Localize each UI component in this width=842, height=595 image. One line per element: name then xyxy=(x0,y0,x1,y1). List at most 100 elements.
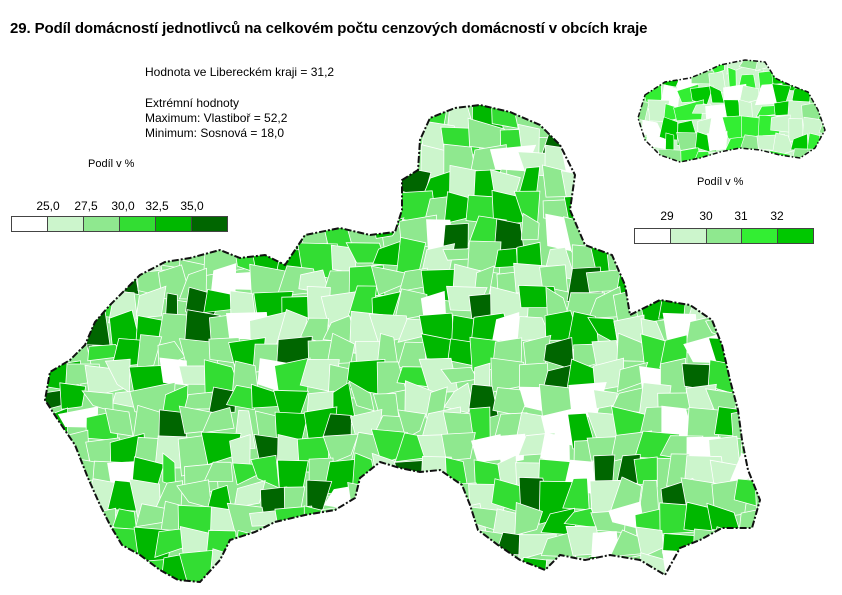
legend-swatch xyxy=(635,229,671,243)
municipality-area xyxy=(560,555,596,582)
municipality-area xyxy=(159,357,188,386)
municipality-area xyxy=(110,120,140,148)
municipality-area xyxy=(738,148,760,162)
municipality-area xyxy=(296,573,330,582)
municipality-area xyxy=(759,193,760,227)
extremes-heading: Extrémní hodnoty xyxy=(145,96,240,110)
municipality-area xyxy=(588,555,616,582)
municipality-area xyxy=(674,166,702,192)
municipality-area xyxy=(707,165,729,189)
municipality-area xyxy=(565,105,601,128)
municipality-area xyxy=(638,66,654,90)
municipality-area xyxy=(514,576,544,582)
municipality-area xyxy=(563,579,597,582)
municipality-area xyxy=(380,118,407,149)
municipality-area xyxy=(320,190,360,224)
municipality-area xyxy=(730,165,760,194)
municipality-area xyxy=(687,261,722,293)
municipality-area xyxy=(177,175,221,204)
municipality-area xyxy=(753,314,760,341)
municipality-area xyxy=(133,105,166,135)
municipality-area xyxy=(397,409,427,439)
main-legend-title: Podíl v % xyxy=(88,158,135,170)
municipality-area xyxy=(759,343,760,376)
municipality-area xyxy=(45,573,76,582)
municipality-area xyxy=(45,263,75,292)
municipality-area xyxy=(45,295,82,314)
municipality-area xyxy=(59,505,97,548)
municipality-area xyxy=(373,506,405,542)
municipality-area xyxy=(615,240,648,274)
municipality-area xyxy=(802,164,826,191)
municipality-area xyxy=(332,553,348,576)
municipality-area xyxy=(793,165,809,191)
municipality-area xyxy=(254,553,290,582)
municipality-area xyxy=(376,578,394,582)
municipality-area xyxy=(659,164,686,194)
municipality-area xyxy=(706,131,728,152)
municipality-area xyxy=(823,164,842,187)
municipality-area xyxy=(45,121,77,161)
municipality-area xyxy=(61,195,98,231)
municipality-area xyxy=(132,216,172,248)
inset-legend-label: 32 xyxy=(770,209,784,223)
municipality-area xyxy=(45,434,66,476)
municipality-area xyxy=(92,105,124,134)
municipality-area xyxy=(644,165,666,186)
municipality-area xyxy=(468,573,500,582)
maximum-text: Maximum: Vlastiboř = 52,2 xyxy=(145,111,288,125)
legend-swatch xyxy=(84,217,120,231)
municipality-area xyxy=(179,120,203,157)
municipality-area xyxy=(731,551,758,582)
municipality-area xyxy=(683,198,714,235)
municipality-area xyxy=(105,165,144,208)
municipality-area xyxy=(730,284,760,323)
municipality-area xyxy=(233,480,266,509)
municipality-area xyxy=(638,238,675,265)
municipality-area xyxy=(111,242,148,273)
municipality-area xyxy=(249,121,280,146)
municipality-area xyxy=(328,148,361,175)
municipality-area xyxy=(755,169,760,199)
municipality-area xyxy=(723,148,754,162)
municipality-area xyxy=(615,574,652,582)
municipality-area xyxy=(681,169,717,194)
municipality-area xyxy=(346,503,390,543)
municipality-area xyxy=(203,461,234,483)
municipality-area xyxy=(155,124,182,151)
municipality-area xyxy=(225,581,254,582)
municipality-area xyxy=(370,105,402,133)
municipality-area xyxy=(659,213,687,257)
municipality-area xyxy=(729,216,760,243)
municipality-area xyxy=(754,502,760,537)
municipality-area xyxy=(372,528,404,568)
municipality-area xyxy=(617,121,642,148)
municipality-area xyxy=(140,191,172,238)
municipality-area xyxy=(106,266,140,296)
municipality-area xyxy=(59,105,93,141)
municipality-area xyxy=(539,264,569,293)
municipality-area xyxy=(86,220,118,251)
municipality-area xyxy=(45,462,74,497)
municipality-area xyxy=(737,381,760,421)
map-title: 29. Podíl domácností jednotlivců na celk… xyxy=(10,20,648,37)
municipality-area xyxy=(729,165,749,191)
municipality-area xyxy=(420,554,458,579)
inset-legend-title: Podíl v % xyxy=(697,176,744,188)
municipality-area xyxy=(59,382,87,410)
municipality-area xyxy=(305,535,343,560)
municipality-area xyxy=(736,150,760,181)
municipality-area xyxy=(369,483,415,509)
legend-swatch xyxy=(156,217,192,231)
municipality-area xyxy=(159,105,192,125)
municipality-area xyxy=(185,147,210,174)
municipality-area xyxy=(658,245,699,275)
municipality-area xyxy=(756,455,760,489)
municipality-area xyxy=(637,217,671,240)
municipality-area xyxy=(684,239,721,272)
municipality-area xyxy=(278,117,309,143)
municipality-area xyxy=(229,551,263,582)
municipality-area xyxy=(757,386,760,424)
municipality-area xyxy=(230,192,274,229)
municipality-area xyxy=(823,71,825,89)
